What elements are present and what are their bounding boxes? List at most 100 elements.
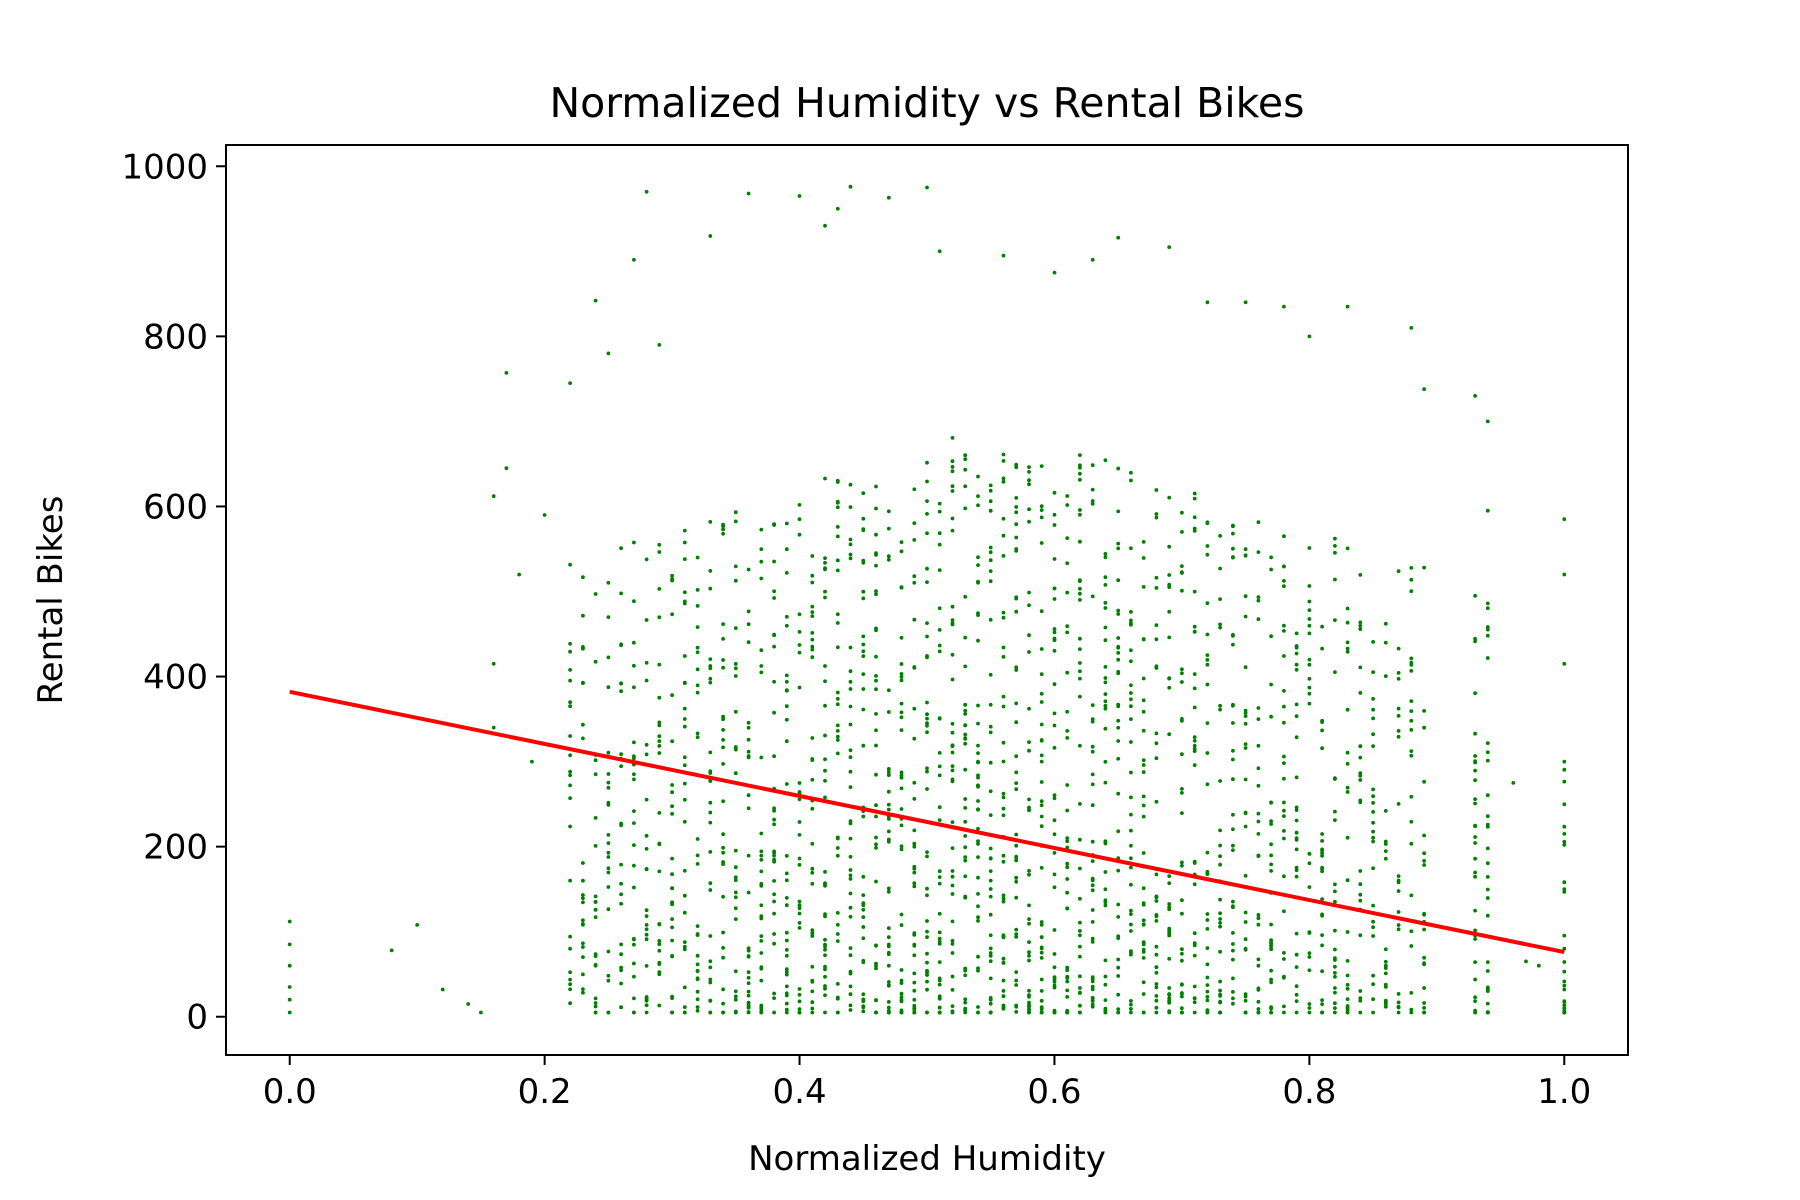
scatter-point <box>1307 885 1312 889</box>
scatter-point <box>848 482 853 487</box>
scatter-point <box>1282 584 1286 589</box>
scatter-point <box>937 818 942 822</box>
scatter-point <box>963 736 968 740</box>
scatter-point <box>644 742 649 747</box>
scatter-point <box>1231 848 1235 852</box>
scatter-point <box>1345 878 1350 883</box>
scatter-point <box>784 930 789 935</box>
scatter-point <box>835 853 840 858</box>
scatter-point <box>963 467 968 472</box>
scatter-point <box>823 974 827 979</box>
scatter-point <box>1103 555 1108 560</box>
scatter-point <box>619 591 623 596</box>
scatter-point <box>1231 942 1235 946</box>
scatter-point <box>925 919 929 923</box>
scatter-point <box>784 547 789 552</box>
scatter-point <box>912 574 917 579</box>
scatter-point <box>1371 973 1375 978</box>
scatter-point <box>1345 790 1350 794</box>
scatter-point <box>1231 757 1235 762</box>
scatter-point <box>1090 979 1095 984</box>
scatter-point <box>1256 916 1261 921</box>
scatter-point <box>784 991 789 996</box>
scatter-point <box>1256 811 1261 816</box>
scatter-point <box>721 728 725 732</box>
scatter-point <box>1167 881 1172 886</box>
scatter-point <box>1409 749 1414 753</box>
scatter-point <box>1396 646 1401 651</box>
scatter-point <box>848 873 853 878</box>
scatter-point <box>708 820 713 825</box>
scatter-point <box>1320 832 1324 836</box>
scatter-point <box>632 961 636 966</box>
scatter-point <box>606 949 611 954</box>
scatter-point <box>1320 646 1324 651</box>
scatter-point <box>963 806 968 810</box>
scatter-point <box>1078 586 1082 591</box>
scatter-point <box>1485 969 1490 973</box>
scatter-point <box>1231 1001 1235 1006</box>
scatter-point <box>1473 778 1477 783</box>
scatter-point <box>835 480 840 484</box>
scatter-point <box>1039 799 1044 804</box>
scatter-point <box>937 606 942 611</box>
scatter-point <box>1333 974 1337 979</box>
scatter-point <box>1307 701 1312 706</box>
scatter-point <box>784 903 789 908</box>
scatter-point <box>874 814 878 819</box>
scatter-point <box>874 728 878 733</box>
scatter-point <box>976 1005 980 1009</box>
scatter-point <box>886 817 891 821</box>
scatter-point <box>657 695 662 700</box>
scatter-point <box>1129 610 1133 614</box>
scatter-point <box>1103 726 1108 731</box>
scatter-point <box>733 771 738 776</box>
scatter-point <box>912 884 917 889</box>
scatter-point <box>937 881 942 886</box>
scatter-point <box>1027 921 1031 926</box>
scatter-point <box>1294 952 1299 957</box>
scatter-point <box>823 881 827 886</box>
scatter-point <box>1154 914 1159 919</box>
scatter-point <box>823 912 827 916</box>
scatter-point <box>1141 851 1146 855</box>
scatter-point <box>1205 850 1210 855</box>
scatter-point <box>1485 758 1490 763</box>
scatter-point <box>1358 933 1363 938</box>
scatter-point <box>1001 610 1006 615</box>
regression-line-layer <box>289 689 1565 955</box>
scatter-point <box>848 704 853 709</box>
scatter-point <box>912 870 917 875</box>
scatter-point <box>1333 986 1337 990</box>
scatter-point <box>1307 861 1312 866</box>
scatter-point <box>1307 608 1312 612</box>
scatter-point <box>1243 920 1248 924</box>
scatter-point <box>568 649 572 654</box>
scatter-point <box>1090 594 1095 599</box>
scatter-point <box>925 580 929 584</box>
scatter-point <box>848 505 853 509</box>
scatter-point <box>1243 547 1248 552</box>
scatter-point <box>695 667 700 672</box>
scatter-point <box>1116 992 1121 997</box>
scatter-point <box>899 678 904 683</box>
scatter-point <box>1154 944 1159 949</box>
scatter-point <box>1192 705 1197 710</box>
scatter-point <box>1154 985 1159 990</box>
scatter-point <box>708 977 713 982</box>
scatter-point <box>695 625 700 629</box>
scatter-point <box>1027 470 1031 474</box>
scatter-point <box>1027 1004 1031 1009</box>
scatter-point <box>1167 992 1172 997</box>
scatter-point <box>670 790 674 795</box>
scatter-point <box>1473 639 1477 644</box>
scatter-point <box>1180 719 1184 723</box>
scatter-point <box>1065 995 1070 999</box>
scatter-point <box>861 997 866 1002</box>
scatter-point <box>542 513 547 517</box>
scatter-point <box>644 964 649 968</box>
scatter-point <box>823 476 827 481</box>
scatter-point <box>733 917 738 921</box>
scatter-point <box>657 1003 662 1008</box>
scatter-point <box>810 980 815 984</box>
